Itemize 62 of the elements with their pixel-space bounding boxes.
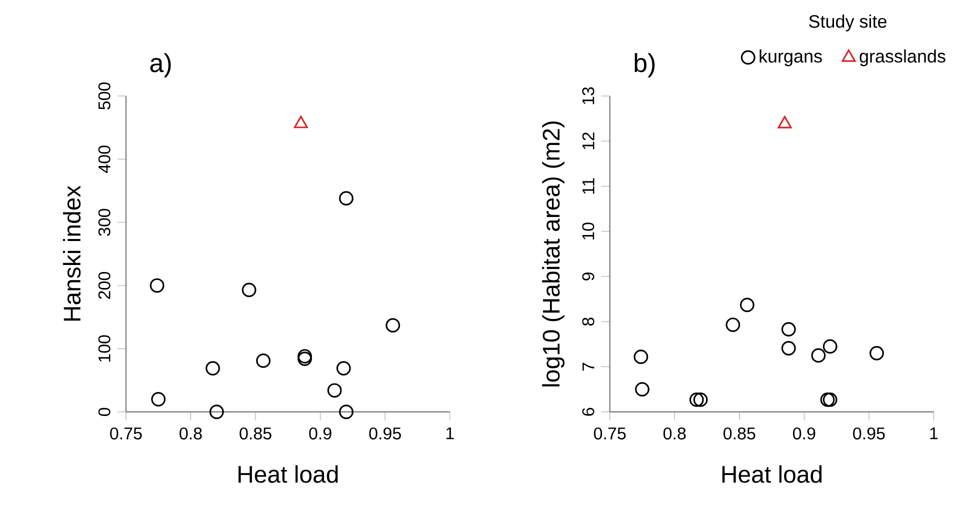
point bbox=[336, 361, 351, 376]
x-axis-title: Heat load bbox=[238, 465, 338, 483]
point bbox=[820, 392, 835, 407]
y-axis-title: log10 (Habitat area) (m2) bbox=[542, 122, 564, 386]
point bbox=[781, 341, 796, 356]
point bbox=[726, 318, 740, 332]
point bbox=[151, 392, 166, 407]
y-axis-title: Hanski index bbox=[63, 186, 81, 321]
y-tick-label: 400 bbox=[98, 146, 110, 174]
y-tick-label: 9 bbox=[582, 272, 594, 281]
legend-label: grasslands bbox=[860, 50, 946, 66]
x-tick-label: 0.9 bbox=[309, 428, 332, 440]
y-tick-label: 13 bbox=[582, 87, 594, 104]
y-tick-label: 0 bbox=[98, 408, 110, 416]
y-tick-label: 7 bbox=[582, 362, 594, 371]
point bbox=[298, 352, 312, 366]
x-tick-label: 0.9 bbox=[793, 428, 816, 440]
x-tick-label: 0.75 bbox=[110, 428, 142, 440]
legend-title: Study site bbox=[809, 14, 886, 32]
point bbox=[870, 346, 884, 360]
x-tick-label: 1 bbox=[930, 428, 938, 440]
x-tick-label: 0.85 bbox=[240, 428, 272, 440]
point bbox=[386, 318, 400, 333]
point bbox=[339, 191, 354, 206]
x-tick-label: 0.95 bbox=[853, 428, 885, 440]
legend-label: kurgans bbox=[760, 50, 822, 66]
x-tick-label: 0.85 bbox=[724, 428, 756, 440]
point bbox=[778, 116, 792, 128]
point bbox=[822, 392, 838, 407]
chart-title: a) bbox=[150, 53, 171, 78]
x-tick-label: 1 bbox=[446, 428, 454, 440]
point bbox=[781, 322, 796, 337]
point bbox=[822, 339, 838, 354]
point bbox=[634, 350, 648, 364]
point bbox=[150, 278, 164, 293]
x-tick-label: 0.95 bbox=[369, 428, 401, 440]
x-tick-label: 0.8 bbox=[663, 428, 686, 440]
y-tick-label: 10 bbox=[582, 222, 594, 240]
y-tick-label: 100 bbox=[98, 335, 110, 362]
point bbox=[242, 282, 256, 298]
chart-title: b) bbox=[634, 53, 655, 78]
x-axis-title: Heat load bbox=[722, 465, 822, 483]
point bbox=[327, 383, 342, 398]
point bbox=[635, 382, 650, 397]
point bbox=[256, 354, 271, 368]
point bbox=[209, 404, 224, 420]
y-tick-label: 500 bbox=[98, 82, 110, 110]
y-tick-label: 200 bbox=[98, 272, 110, 299]
point bbox=[811, 348, 826, 363]
x-tick-label: 0.8 bbox=[180, 428, 202, 440]
y-tick-label: 8 bbox=[582, 318, 594, 326]
point bbox=[740, 298, 754, 312]
point bbox=[339, 404, 354, 420]
y-tick-label: 6 bbox=[582, 408, 594, 416]
point bbox=[298, 349, 312, 364]
point bbox=[206, 361, 220, 376]
y-tick-label: 300 bbox=[98, 208, 110, 236]
point bbox=[693, 392, 708, 407]
y-tick-label: 12 bbox=[582, 132, 594, 150]
y-tick-label: 11 bbox=[582, 178, 594, 194]
point bbox=[689, 392, 704, 407]
x-tick-label: 0.75 bbox=[594, 428, 626, 440]
